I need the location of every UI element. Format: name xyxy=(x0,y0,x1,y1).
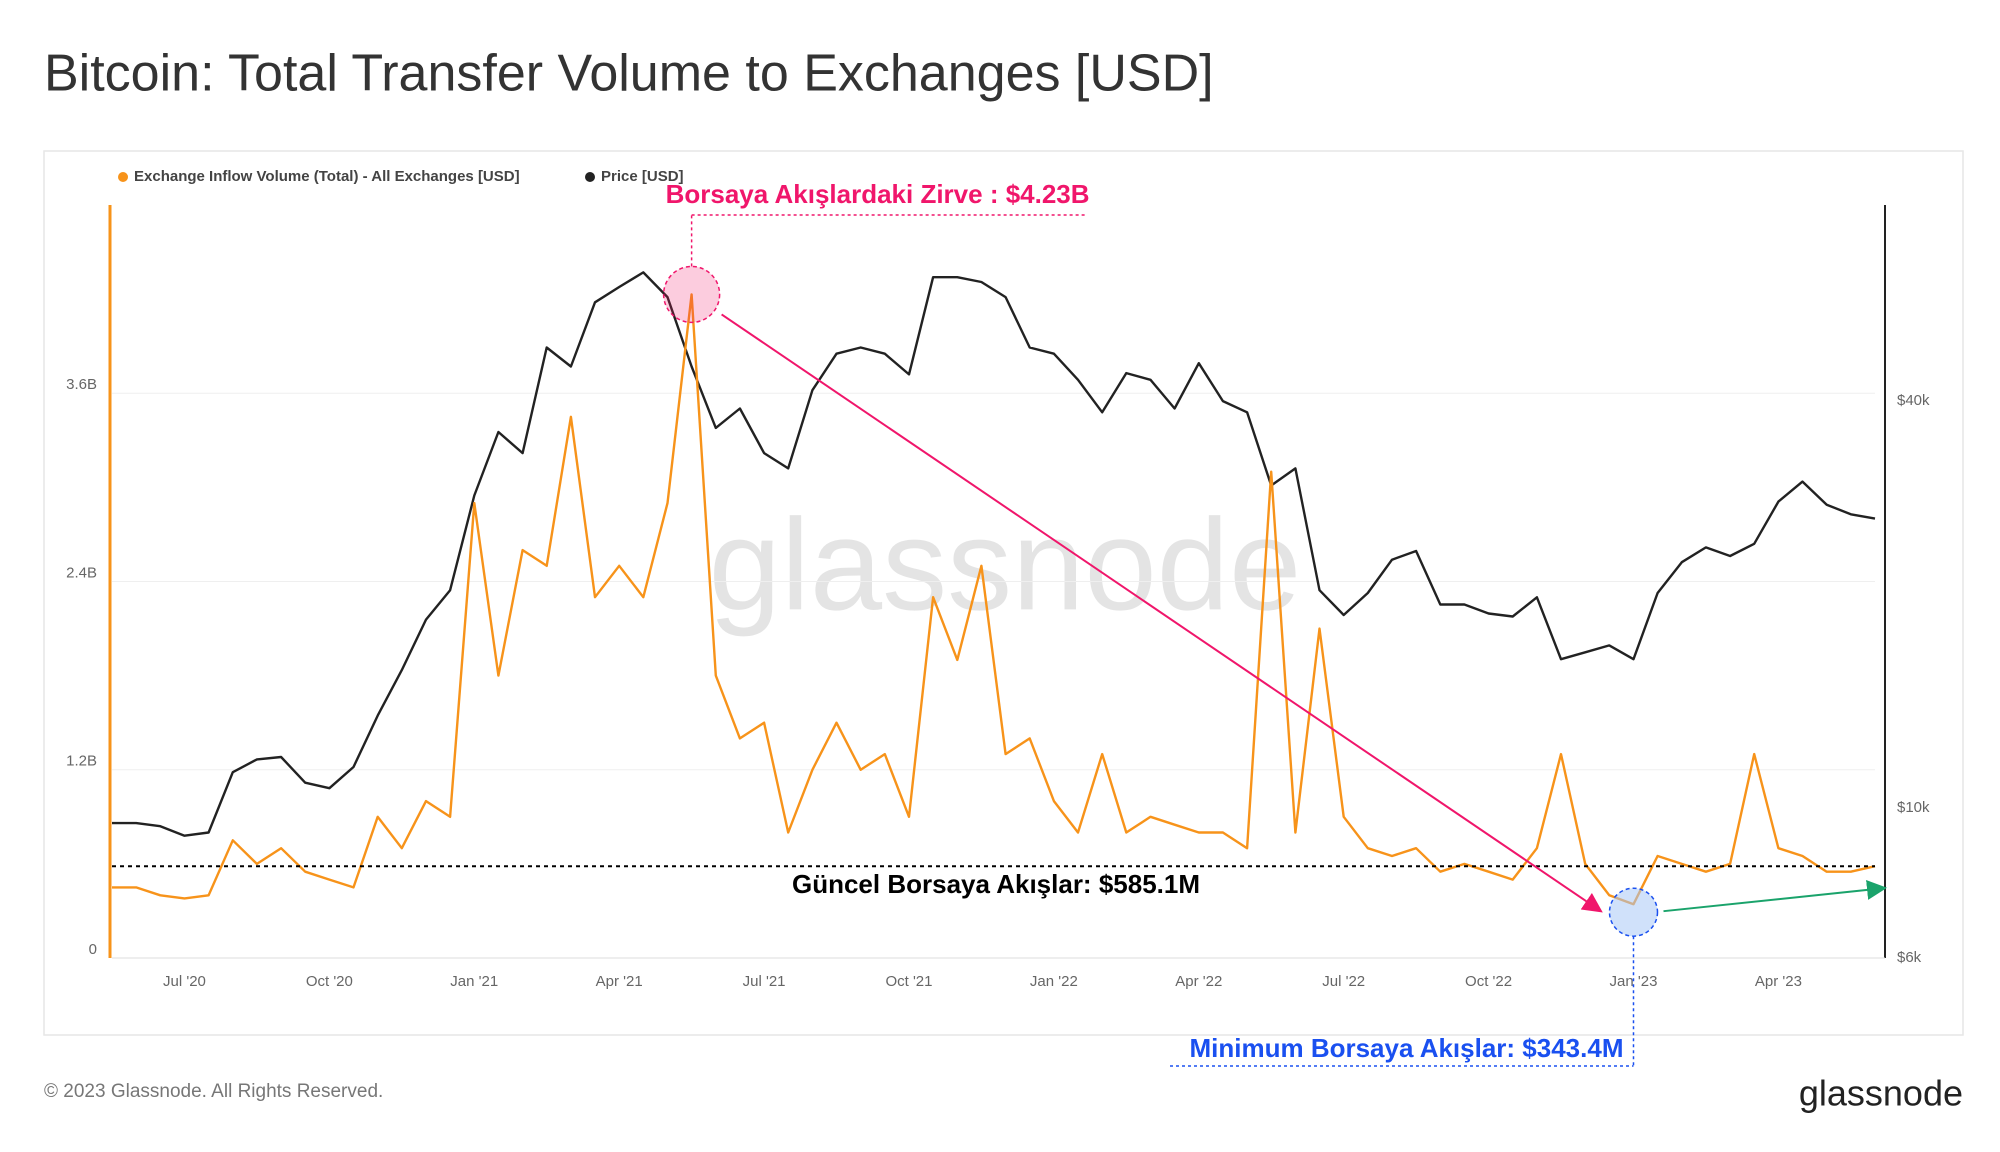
y2-tick-label: $10k xyxy=(1897,799,1930,816)
x-tick-label: Oct '20 xyxy=(306,973,353,990)
recovery-arrow xyxy=(1663,879,1887,913)
logo: glassnode xyxy=(1799,1073,1963,1114)
peak-label: Borsaya Akışlardaki Zirve : $4.23B xyxy=(666,179,1090,209)
y-tick-label: 1.2B xyxy=(66,753,97,770)
series-line xyxy=(112,293,1876,906)
watermark: glassnode xyxy=(709,491,1302,637)
peak-marker xyxy=(662,265,721,324)
y-tick-label: 2.4B xyxy=(66,564,97,581)
legend-label: Price [USD] xyxy=(601,168,684,185)
current-label: Güncel Borsaya Akışlar: $585.1M xyxy=(792,869,1200,899)
legend-label: Exchange Inflow Volume (Total) - All Exc… xyxy=(134,168,520,185)
legend-swatch xyxy=(118,172,128,182)
x-tick-label: Jan '23 xyxy=(1610,973,1658,990)
legend-swatch xyxy=(585,172,595,182)
x-tick-label: Apr '23 xyxy=(1755,973,1802,990)
minimum-marker xyxy=(1608,887,1659,937)
y2-tick-label: $6k xyxy=(1897,949,1922,966)
x-tick-label: Oct '21 xyxy=(885,973,932,990)
x-tick-label: Jul '20 xyxy=(163,973,206,990)
x-tick-label: Jan '22 xyxy=(1030,973,1078,990)
trend-arrow xyxy=(721,313,1603,913)
series-line xyxy=(112,271,1876,837)
y2-tick-label: $40k xyxy=(1897,392,1930,409)
x-tick-label: Jul '22 xyxy=(1322,973,1365,990)
x-tick-label: Jan '21 xyxy=(450,973,498,990)
x-tick-label: Oct '22 xyxy=(1465,973,1512,990)
chart-frame xyxy=(43,150,1964,1036)
minimum-label: Minimum Borsaya Akışlar: $343.4M xyxy=(1189,1033,1623,1063)
x-tick-label: Apr '21 xyxy=(596,973,643,990)
chart-title: Bitcoin: Total Transfer Volume to Exchan… xyxy=(44,45,1214,103)
x-tick-label: Apr '22 xyxy=(1175,973,1222,990)
footer: © 2023 Glassnode. All Rights Reserved. xyxy=(44,1081,383,1102)
x-tick-label: Jul '21 xyxy=(743,973,786,990)
y-tick-label: 0 xyxy=(89,941,97,958)
y-tick-label: 3.6B xyxy=(66,376,97,393)
